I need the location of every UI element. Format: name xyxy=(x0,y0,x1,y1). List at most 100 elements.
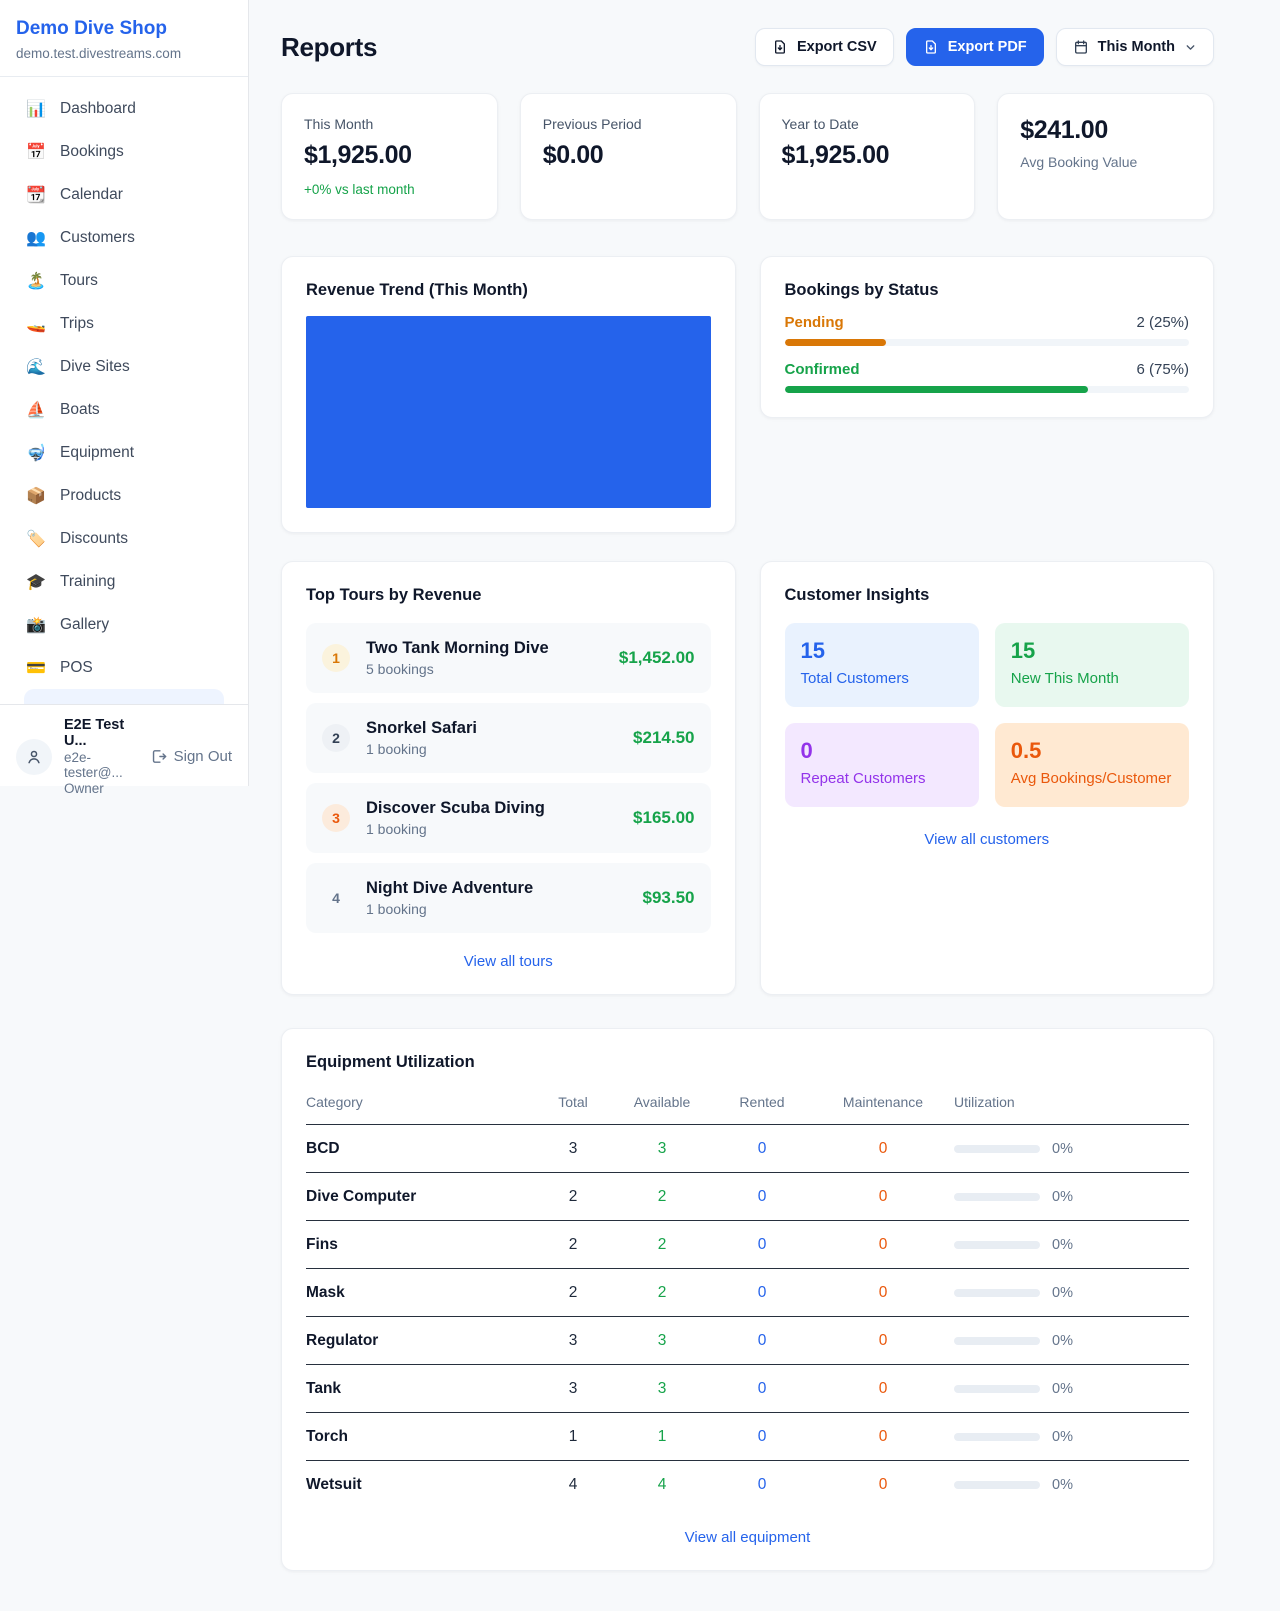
export-pdf-label: Export PDF xyxy=(947,39,1027,55)
rank-badge: 1 xyxy=(322,644,350,672)
table-row: Regulator 3 3 0 0 0% xyxy=(306,1317,1189,1365)
equipment-table: Category Total Available Rented Maintena… xyxy=(306,1088,1189,1509)
sidebar-item-tours[interactable]: 🏝️ Tours xyxy=(12,259,236,302)
sign-out-button[interactable]: Sign Out xyxy=(150,748,232,765)
sidebar-item-boats[interactable]: ⛵ Boats xyxy=(12,388,236,431)
utilization-bar-track xyxy=(954,1192,1040,1201)
maintenance-cell: 0 xyxy=(878,1331,888,1349)
sidebar-item-trips[interactable]: 🚤 Trips xyxy=(12,302,236,345)
insight-value: 0 xyxy=(800,738,813,763)
sidebar: Demo Dive Shop demo.test.divestreams.com… xyxy=(0,0,249,796)
insight-tile-total-customers: 15 Total Customers xyxy=(784,623,979,707)
sidebar-nav: 📊 Dashboard 📅 Bookings 📆 Calendar 👥 Cust… xyxy=(0,77,248,704)
rank-badge: 4 xyxy=(332,890,340,906)
table-row: BCD 3 3 0 0 0% xyxy=(306,1125,1189,1173)
category-cell: Regulator xyxy=(306,1331,379,1349)
available-cell: 3 xyxy=(657,1139,667,1157)
tour-info: Discover Scuba Diving 1 booking xyxy=(366,799,617,837)
period-select[interactable]: This Month xyxy=(1055,28,1214,66)
tour-revenue: $165.00 xyxy=(633,808,695,827)
file-download-icon xyxy=(925,40,936,54)
utilization-bar-track xyxy=(954,1481,1040,1489)
col-header-maintenance: Maintenance xyxy=(842,1094,924,1110)
total-cell: 2 xyxy=(568,1235,578,1253)
sidebar-item-discounts[interactable]: 🏷️ Discounts xyxy=(12,517,236,560)
tour-revenue: $1,452.00 xyxy=(618,648,695,667)
user-email: e2e-tester@... xyxy=(64,750,123,780)
sidebar-item-label: Dashboard xyxy=(60,99,136,117)
credit-card-icon: 💳 xyxy=(26,659,46,677)
avatar xyxy=(16,738,52,775)
sidebar-item-active-partial[interactable] xyxy=(24,689,224,704)
table-row: Torch 1 1 0 0 0% xyxy=(306,1413,1189,1461)
main-content: Reports Export CSV Export PDF This Month xyxy=(249,0,1280,1611)
tour-info: Snorkel Safari 1 booking xyxy=(366,719,617,757)
table-row: Mask 2 2 0 0 0% xyxy=(306,1269,1189,1317)
customer-insights-card: Customer Insights 15 Total Customers 15 … xyxy=(759,561,1214,995)
tour-item: 4 Night Dive Adventure 1 booking $93.50 xyxy=(306,863,711,933)
utilization-percent: 0% xyxy=(1052,1380,1073,1397)
sidebar-item-label: Bookings xyxy=(60,142,124,160)
top-tours-card: Top Tours by Revenue 1 Two Tank Morning … xyxy=(281,561,736,995)
revenue-trend-title: Revenue Trend (This Month) xyxy=(306,281,528,299)
tour-item: 2 Snorkel Safari 1 booking $214.50 xyxy=(306,703,711,773)
sidebar-item-dashboard[interactable]: 📊 Dashboard xyxy=(12,87,236,130)
insight-value: 15 xyxy=(1010,638,1036,663)
sidebar-item-equipment[interactable]: 🤿 Equipment xyxy=(12,431,236,474)
utilization-cell: 0% xyxy=(954,1429,1189,1445)
top-tours-title: Top Tours by Revenue xyxy=(306,586,482,604)
tour-name: Discover Scuba Diving xyxy=(366,799,545,817)
tour-info: Two Tank Morning Dive 5 bookings xyxy=(366,639,603,677)
calendar-icon xyxy=(1074,40,1087,54)
sidebar-item-dive-sites[interactable]: 🌊 Dive Sites xyxy=(12,345,236,388)
insight-label: Avg Bookings/Customer xyxy=(1010,770,1172,787)
tour-revenue: $214.50 xyxy=(633,728,695,747)
user-meta: E2E Test U... e2e-tester@... Owner xyxy=(64,717,138,796)
export-csv-button[interactable]: Export CSV xyxy=(754,28,894,66)
export-pdf-button[interactable]: Export PDF xyxy=(905,28,1044,66)
total-cell: 4 xyxy=(568,1476,578,1493)
user-section: E2E Test U... e2e-tester@... Owner Sign … xyxy=(0,704,248,808)
sidebar-item-pos[interactable]: 💳 POS xyxy=(12,646,236,689)
sidebar-item-label: Dive Sites xyxy=(60,357,130,375)
sidebar-item-label: Gallery xyxy=(60,615,110,633)
col-header-total: Total xyxy=(558,1094,588,1110)
stat-value: $0.00 xyxy=(542,141,604,169)
sidebar-item-calendar[interactable]: 📆 Calendar xyxy=(12,173,236,216)
sidebar-item-label: Trips xyxy=(60,314,94,332)
sidebar-item-gallery[interactable]: 📸 Gallery xyxy=(12,603,236,646)
category-cell: Dive Computer xyxy=(306,1187,417,1205)
package-icon: 📦 xyxy=(26,487,46,505)
rented-cell: 0 xyxy=(757,1331,767,1349)
sidebar-item-customers[interactable]: 👥 Customers xyxy=(12,216,236,259)
total-cell: 1 xyxy=(568,1427,578,1445)
sidebar-item-training[interactable]: 🎓 Training xyxy=(12,560,236,603)
speedboat-icon: 🚤 xyxy=(26,315,46,333)
charts-row: Revenue Trend (This Month) Bookings by S… xyxy=(281,256,1214,533)
tour-item: 3 Discover Scuba Diving 1 booking $165.0… xyxy=(306,783,711,853)
view-all-tours-link[interactable]: View all tours xyxy=(463,953,553,970)
utilization-bar-track xyxy=(954,1336,1040,1345)
sidebar-item-label: Discounts xyxy=(60,529,129,547)
utilization-cell: 0% xyxy=(954,1141,1189,1157)
island-icon: 🏝️ xyxy=(26,272,46,290)
sidebar-item-products[interactable]: 📦 Products xyxy=(12,474,236,517)
logout-icon xyxy=(152,750,166,763)
total-cell: 3 xyxy=(568,1379,578,1397)
view-all-equipment-link[interactable]: View all equipment xyxy=(684,1529,811,1546)
maintenance-cell: 0 xyxy=(878,1187,888,1205)
utilization-percent: 0% xyxy=(1052,1236,1073,1253)
view-all-customers-link[interactable]: View all customers xyxy=(924,831,1050,848)
tag-icon: 🏷️ xyxy=(26,530,46,548)
insights-row: Top Tours by Revenue 1 Two Tank Morning … xyxy=(281,561,1214,995)
stat-value: $1,925.00 xyxy=(781,141,890,169)
insight-grid: 15 Total Customers 15 New This Month 0 R… xyxy=(784,623,1189,807)
brand-title[interactable]: Demo Dive Shop xyxy=(16,18,167,39)
stat-card-year-to-date: Year to Date $1,925.00 xyxy=(758,93,976,220)
available-cell: 2 xyxy=(657,1235,667,1253)
sidebar-item-bookings[interactable]: 📅 Bookings xyxy=(12,130,236,173)
stat-label: This Month xyxy=(304,116,374,132)
status-bar-fill-confirmed xyxy=(784,386,1088,393)
calendar-date-icon: 📅 xyxy=(26,143,46,161)
